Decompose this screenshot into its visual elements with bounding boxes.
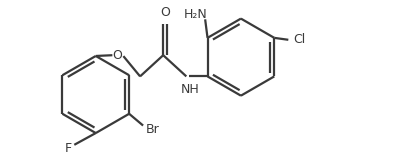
Text: O: O: [160, 6, 170, 19]
Text: NH: NH: [181, 83, 199, 96]
Text: H₂N: H₂N: [184, 8, 208, 21]
Text: Br: Br: [145, 123, 159, 136]
Text: O: O: [112, 49, 122, 62]
Text: F: F: [65, 142, 72, 155]
Text: Cl: Cl: [293, 33, 306, 46]
